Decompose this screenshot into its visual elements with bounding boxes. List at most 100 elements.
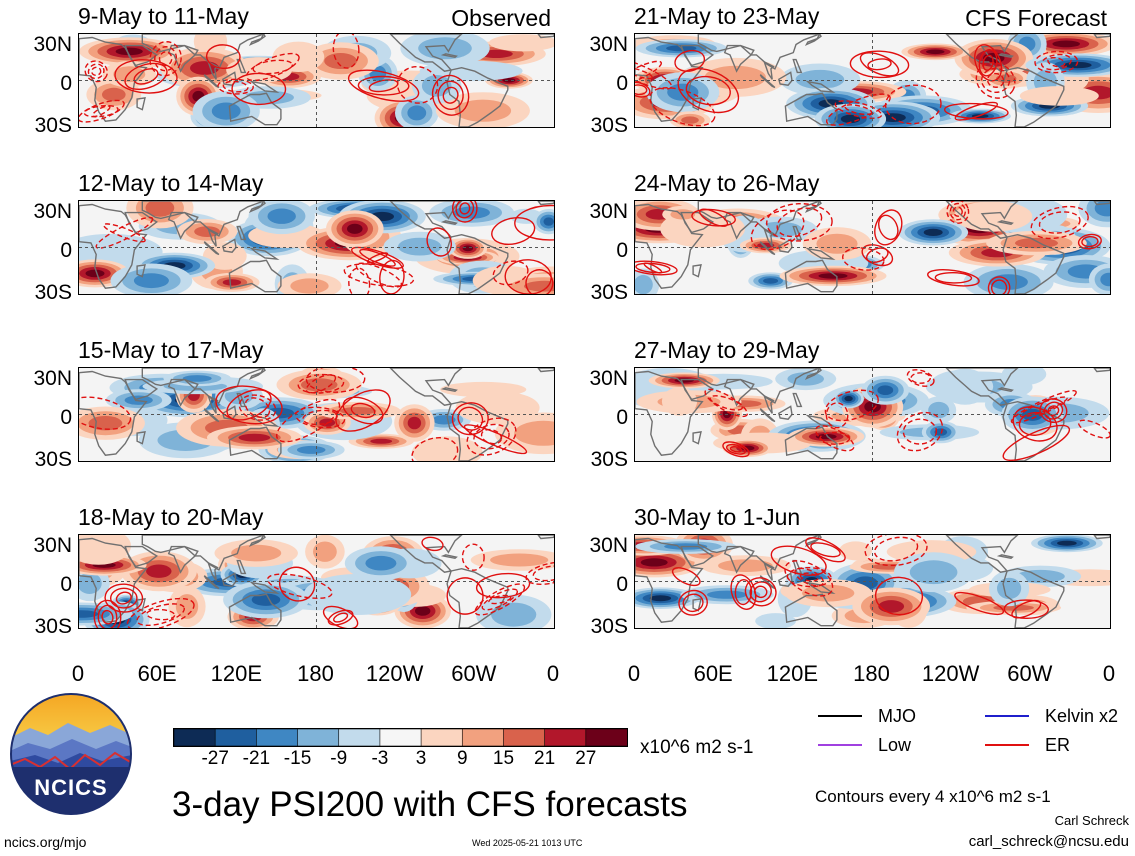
coastline (248, 535, 266, 547)
er-contour (359, 248, 396, 267)
er-contour (982, 54, 994, 71)
er-contour (730, 574, 757, 610)
negative-anomaly-shade (923, 228, 943, 236)
coastline (697, 201, 820, 237)
er-contour (824, 389, 879, 422)
colorbar-swatch (503, 729, 546, 746)
er-contour (844, 104, 873, 116)
er-contour (699, 208, 729, 227)
coastline (537, 34, 554, 39)
er-contour (347, 69, 420, 102)
colorbar-tick-label: -3 (371, 748, 389, 769)
er-contour (682, 593, 704, 613)
er-contour (351, 246, 404, 269)
colorbar-tick-label: -9 (330, 748, 348, 769)
colorbar-swatches (174, 729, 627, 746)
coastline (777, 71, 793, 86)
colorbar-swatch (420, 729, 464, 746)
lat-label: 30N (589, 33, 628, 56)
er-contour (691, 208, 736, 227)
er-contour (867, 58, 892, 71)
lon-label: 0 (546, 661, 560, 686)
positive-anomaly-shade (313, 541, 337, 562)
map-panel (634, 367, 1111, 462)
positive-anomaly-shade (411, 436, 483, 461)
er-contour (275, 398, 341, 443)
coastline (804, 34, 822, 46)
colorbar-swatch (461, 729, 505, 746)
positive-anomaly-shade (222, 279, 242, 286)
lat-label: 0 (60, 239, 72, 262)
positive-anomaly-shade (79, 535, 131, 565)
lat-label: 30N (33, 200, 72, 223)
coastline (440, 220, 458, 226)
coastline (207, 60, 219, 80)
coastline (763, 394, 775, 414)
positive-anomaly-shade (1019, 86, 1099, 106)
positive-anomaly-shade (440, 381, 527, 398)
coastline (537, 535, 554, 540)
coastline (221, 405, 237, 420)
lat-label: 30S (590, 281, 628, 304)
er-contour (902, 418, 938, 445)
er-contour (459, 202, 471, 215)
coastline (1002, 233, 1065, 294)
er-contour (986, 72, 1005, 88)
er-contour (93, 599, 122, 628)
coastline (635, 370, 704, 456)
colorbar-swatch (544, 729, 587, 746)
coastline (777, 572, 793, 587)
er-contour (357, 75, 410, 96)
er-contour (322, 605, 359, 628)
coastline (784, 426, 838, 460)
coastline (141, 201, 264, 237)
er-contour (451, 201, 478, 223)
er-contour (906, 369, 935, 387)
lat-label: 0 (616, 573, 628, 596)
negative-anomaly-shade (251, 593, 281, 606)
coastline (79, 537, 148, 623)
lon-label: 120E (210, 661, 263, 686)
coastline (1002, 567, 1065, 628)
colorbar-tick-label: 27 (575, 748, 597, 769)
er-contour (327, 609, 354, 626)
er-contour (1003, 599, 1049, 620)
er-contour (722, 441, 750, 458)
coastline (389, 535, 463, 573)
negative-anomaly-shade (763, 278, 779, 284)
coastline (221, 572, 237, 587)
positive-anomaly-shade (818, 273, 848, 279)
coastline (692, 598, 702, 612)
footer-url[interactable]: ncics.org/mjo (4, 834, 87, 850)
er-contour (873, 536, 919, 562)
coastline (792, 225, 803, 241)
positive-anomaly-shade (462, 245, 474, 252)
negative-anomaly-shade (182, 375, 212, 382)
er-contour (975, 61, 1016, 99)
positive-anomaly-shade (300, 378, 338, 392)
colorbar-swatch (297, 729, 340, 746)
negative-anomaly-shade (997, 577, 1022, 600)
er-contour (488, 594, 512, 605)
coastline (124, 545, 159, 568)
er-contour (252, 59, 294, 75)
positive-anomaly-shade (1015, 237, 1058, 249)
er-contour (342, 396, 384, 425)
coastline (996, 220, 1014, 226)
footer-email[interactable]: carl_schreck@ncsu.edu (968, 833, 1129, 850)
er-contour (978, 49, 998, 77)
er-contour (635, 81, 651, 98)
coastline (697, 34, 820, 70)
coastline (228, 426, 282, 460)
coastline (236, 225, 247, 241)
positive-anomaly-shade (640, 558, 668, 567)
er-contour (865, 247, 889, 264)
er-contour (91, 105, 111, 118)
negative-anomaly-shade (928, 401, 950, 419)
lat-label: 30S (590, 448, 628, 471)
lat-label: 30N (589, 534, 628, 557)
coastline (207, 561, 219, 581)
legend-label: MJO (878, 706, 916, 726)
coastline (692, 431, 702, 445)
colorbar-swatch (338, 729, 381, 746)
